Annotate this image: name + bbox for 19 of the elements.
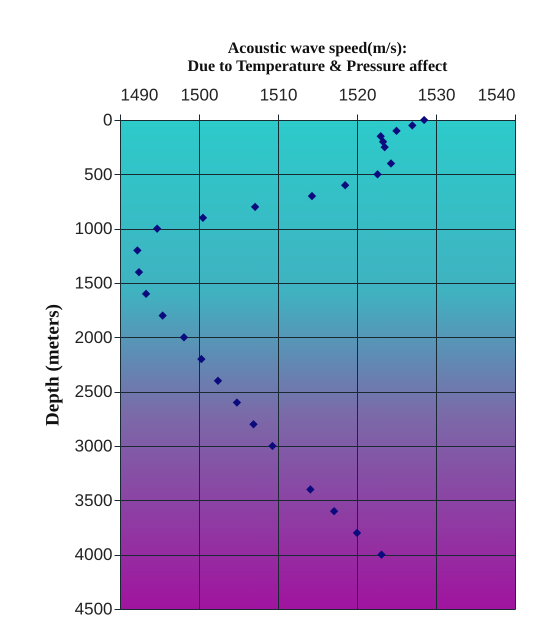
y-tick-label: 2500 (74, 382, 112, 402)
y-tick-label: 500 (84, 164, 112, 184)
y-tick-label: 2000 (74, 328, 112, 347)
y-tick-label: 1000 (74, 219, 112, 238)
x-tick-label: 1540 (478, 86, 516, 104)
y-tick-label: 3000 (74, 436, 112, 456)
chart-title: Acoustic wave speed(m/s): (228, 40, 408, 57)
y-tick-label: 4000 (74, 545, 112, 564)
x-tick-label: 1530 (418, 86, 456, 104)
x-tick-label: 1500 (180, 86, 218, 104)
y-tick-label: 3500 (74, 490, 112, 510)
y-axis-title: Depth (meters) (42, 304, 64, 426)
y-tick-label: 1500 (74, 274, 112, 292)
y-tick-label: 0 (103, 110, 112, 130)
chart-subtitle: Due to Temperature & Pressure affect (188, 58, 448, 75)
x-tick-label: 1490 (120, 86, 158, 104)
x-tick-label: 1510 (260, 86, 298, 104)
x-tick-label: 1520 (338, 86, 376, 104)
y-tick-label: 4500 (74, 600, 112, 618)
